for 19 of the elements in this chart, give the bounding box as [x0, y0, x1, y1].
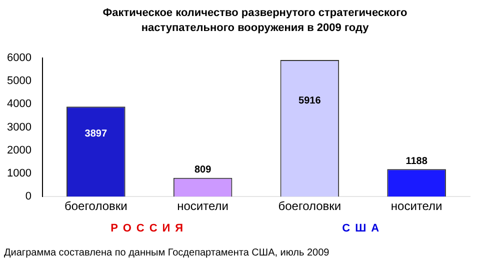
x-tick-label: носители: [390, 199, 442, 214]
data-label: 3897: [84, 128, 108, 140]
x-tick-label: боеголовки: [64, 199, 128, 214]
y-tick-label: 4000: [6, 98, 32, 110]
y-tick-label: 0: [25, 190, 32, 203]
data-label: 1188: [406, 156, 428, 167]
data-label: 5916: [298, 96, 322, 107]
text: Диаграмма составлена по данным Госдепартамента США, июль 2009: [4, 247, 330, 258]
y-tick-label: 6000: [6, 52, 32, 64]
x-tick-label: боеголовки: [278, 199, 342, 214]
data-label: 809: [194, 164, 212, 176]
x-tick-label: носители: [177, 199, 228, 214]
text: США: [342, 222, 384, 235]
text: РОССИЯ: [110, 222, 188, 235]
chart-title: Фактическое количество развернутого стратегического наступательного вооружения в 2009 году: [102, 6, 408, 36]
y-tick-label: 3000: [6, 121, 32, 134]
y-tick-label: 1000: [6, 168, 32, 180]
y-tick-label: 2000: [6, 144, 32, 156]
y-tick-label: 5000: [6, 75, 32, 88]
